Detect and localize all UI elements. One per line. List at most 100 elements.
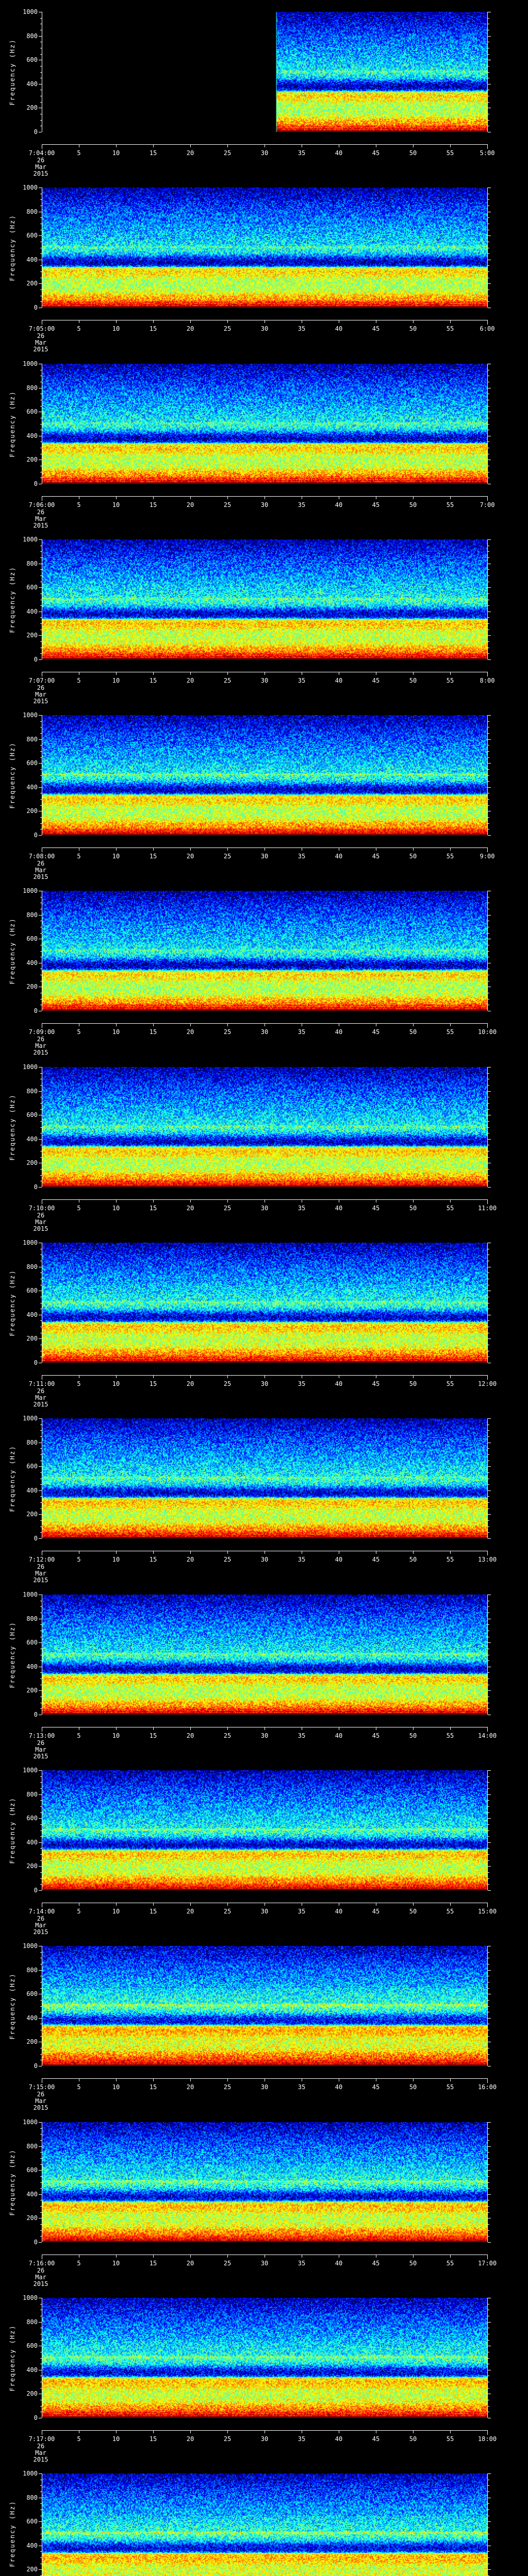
spectrogram-panel: Frequency (Hz) 1000 800 600 400 200 0 7:09:00 5… bbox=[0, 879, 528, 1056]
date-label: 2015 bbox=[33, 1753, 48, 1760]
y-tick-right bbox=[488, 2539, 489, 2540]
y-tick-label: 600 bbox=[26, 2166, 38, 2174]
x-tick bbox=[450, 1375, 451, 1378]
date-label: 26 bbox=[37, 509, 45, 516]
y-tick bbox=[40, 2036, 42, 2037]
y-tick-right bbox=[488, 1818, 491, 1819]
x-tick-label: 20 bbox=[186, 325, 194, 332]
y-tick-label: 1000 bbox=[23, 1239, 38, 1246]
y-tick bbox=[39, 635, 42, 636]
y-tick bbox=[40, 551, 42, 552]
x-tick-label: 5 bbox=[77, 1556, 81, 1563]
panel-end-time: 13:00 bbox=[477, 1556, 497, 1563]
y-tick-right bbox=[488, 72, 489, 73]
x-tick bbox=[487, 1903, 488, 1907]
x-tick-label: 25 bbox=[223, 1028, 232, 1036]
y-tick-right bbox=[488, 2128, 489, 2129]
y-tick-label: 400 bbox=[26, 1136, 38, 1143]
x-tick bbox=[190, 496, 191, 499]
y-tick-right bbox=[488, 1812, 489, 1813]
x-tick-label: 10 bbox=[112, 1380, 120, 1387]
date-label: 26 bbox=[37, 684, 45, 691]
x-tick-label: 30 bbox=[260, 2435, 269, 2443]
plot-area bbox=[42, 2473, 488, 2576]
x-tick-label: 20 bbox=[186, 1205, 194, 1212]
x-tick bbox=[153, 1727, 154, 1730]
panel-end-time: 11:00 bbox=[477, 1205, 497, 1212]
spectrogram-panel: Frequency (Hz) 1000 800 600 400 200 0 7:08:00 5… bbox=[0, 703, 528, 880]
x-tick bbox=[227, 672, 228, 675]
y-tick-right bbox=[488, 1139, 491, 1140]
date-label: Mar bbox=[35, 1922, 46, 1929]
y-tick bbox=[40, 217, 42, 218]
y-tick-label: 400 bbox=[26, 784, 38, 791]
x-tick bbox=[227, 2430, 228, 2433]
y-axis-title: Frequency (Hz) bbox=[9, 214, 16, 281]
y-tick bbox=[40, 2358, 42, 2359]
x-tick-label: 30 bbox=[260, 325, 269, 332]
y-axis-title: Frequency (Hz) bbox=[9, 2325, 16, 2392]
x-tick bbox=[450, 1199, 451, 1202]
plot-area bbox=[42, 2122, 488, 2242]
x-tick-label: 35 bbox=[298, 2083, 306, 2091]
y-tick-right bbox=[488, 1690, 491, 1691]
x-tick bbox=[413, 1727, 414, 1730]
y-tick-label: 600 bbox=[26, 408, 38, 415]
y-tick bbox=[40, 2140, 42, 2141]
y-tick bbox=[40, 102, 42, 103]
x-tick bbox=[190, 1551, 191, 1554]
x-tick-label: 45 bbox=[372, 1908, 380, 1915]
panel-start-time: 7:10:00 bbox=[28, 1205, 55, 1212]
y-tick-label: 1000 bbox=[23, 887, 38, 894]
x-tick-label: 45 bbox=[372, 501, 380, 509]
y-tick bbox=[40, 1520, 42, 1521]
date-label: 2015 bbox=[33, 522, 48, 529]
y-tick bbox=[40, 1073, 42, 1074]
date-label: Mar bbox=[35, 2449, 46, 2456]
x-tick bbox=[487, 2078, 488, 2083]
x-tick-label: 15 bbox=[149, 2083, 157, 2091]
y-tick-right bbox=[488, 1538, 491, 1539]
x-tick-label: 10 bbox=[112, 2083, 120, 2091]
x-tick-label: 35 bbox=[298, 1028, 306, 1036]
x-tick-label: 5 bbox=[77, 677, 81, 684]
y-tick-label: 0 bbox=[34, 2239, 38, 2246]
x-tick-label: 10 bbox=[112, 1205, 120, 1212]
spectrogram-panel: Frequency (Hz) 1000 800 600 400 200 0 7:15:00 5… bbox=[0, 1934, 528, 2111]
y-tick-label: 600 bbox=[26, 935, 38, 942]
y-tick bbox=[40, 951, 42, 952]
y-tick-label: 1000 bbox=[23, 360, 38, 367]
y-tick-label: 200 bbox=[26, 2038, 38, 2045]
y-tick bbox=[39, 1970, 42, 1971]
y-tick bbox=[40, 653, 42, 654]
x-tick-label: 40 bbox=[335, 1556, 343, 1563]
y-tick-right bbox=[488, 120, 489, 121]
y-tick bbox=[40, 2557, 42, 2558]
panel-end-time: 7:00 bbox=[480, 501, 495, 509]
y-tick bbox=[40, 2539, 42, 2540]
x-tick-label: 35 bbox=[298, 501, 306, 509]
x-tick-label: 25 bbox=[223, 1380, 232, 1387]
spectrogram-canvas bbox=[42, 364, 487, 484]
y-tick bbox=[40, 2503, 42, 2504]
x-tick-label: 40 bbox=[335, 677, 343, 684]
x-tick-label: 50 bbox=[409, 1732, 417, 1739]
x-tick-label: 5 bbox=[77, 1732, 81, 1739]
x-tick bbox=[487, 672, 488, 676]
y-tick-label: 600 bbox=[26, 56, 38, 63]
x-tick-label: 55 bbox=[446, 1028, 454, 1036]
y-tick-label: 200 bbox=[26, 2214, 38, 2222]
y-tick bbox=[40, 1472, 42, 1473]
y-tick-label: 200 bbox=[26, 632, 38, 639]
x-tick-label: 10 bbox=[112, 1732, 120, 1739]
x-tick-label: 50 bbox=[409, 1205, 417, 1212]
x-tick-label: 20 bbox=[186, 677, 194, 684]
x-tick-label: 45 bbox=[372, 2435, 380, 2443]
x-tick-label: 50 bbox=[409, 2435, 417, 2443]
y-tick bbox=[39, 1418, 42, 1419]
y-tick-label: 400 bbox=[26, 2014, 38, 2022]
y-tick-right bbox=[488, 623, 489, 624]
y-tick-label: 0 bbox=[34, 1887, 38, 1894]
y-tick bbox=[40, 1532, 42, 1533]
x-tick-label: 15 bbox=[149, 1908, 157, 1915]
